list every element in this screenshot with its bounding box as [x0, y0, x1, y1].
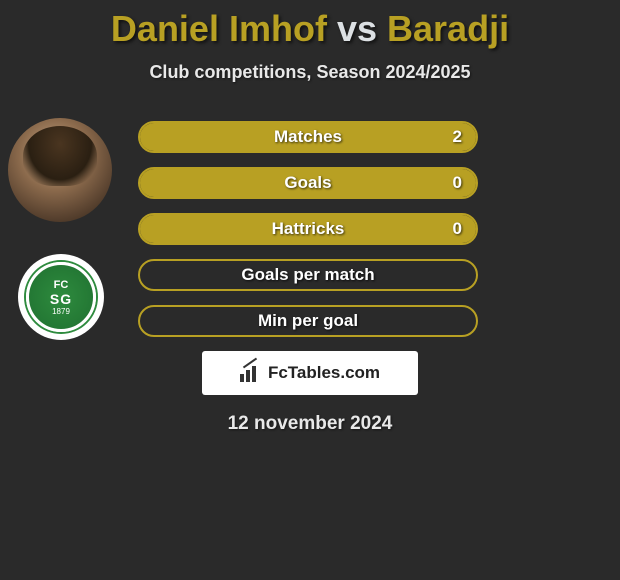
- stat-row: Goals 0: [138, 167, 620, 199]
- content-area: FC SG 1879 Matches2Goals0Hattricks0Goals…: [0, 121, 620, 337]
- stat-bar: Hattricks 0: [138, 213, 478, 245]
- branding-text: FcTables.com: [268, 363, 380, 383]
- stat-bar: Goals per match: [138, 259, 478, 291]
- club-avatar: FC SG 1879: [18, 254, 104, 340]
- stat-bar: Goals 0: [138, 167, 478, 199]
- club-badge-mid: SG: [50, 291, 72, 307]
- player1-name: Daniel Imhof: [111, 8, 327, 49]
- chart-icon: [240, 364, 262, 382]
- stat-bars: Matches 2 Goals 0 Hattricks 0 Goals per match M…: [138, 121, 620, 337]
- player2-name: Baradji: [387, 8, 509, 49]
- stat-row: Hattricks 0: [138, 213, 620, 245]
- club-badge-year: 1879: [52, 307, 70, 316]
- stat-row: Goals per match: [138, 259, 620, 291]
- date-text: 12 november 2024: [0, 413, 620, 435]
- stat-row: Matches 2: [138, 121, 620, 153]
- stat-label: Goals: [284, 173, 331, 193]
- stat-label: Matches: [274, 127, 342, 147]
- comparison-title: Daniel Imhof vs Baradji: [0, 0, 620, 50]
- club-badge-icon: FC SG 1879: [26, 262, 96, 332]
- subtitle: Club competitions, Season 2024/2025: [0, 62, 620, 83]
- branding-box: FcTables.com: [202, 351, 418, 395]
- stat-value: 2: [453, 127, 462, 147]
- stat-value: 0: [453, 219, 462, 239]
- stat-label: Hattricks: [272, 219, 345, 239]
- stat-bar: Matches 2: [138, 121, 478, 153]
- stat-bar: Min per goal: [138, 305, 478, 337]
- club-badge-top: FC: [54, 279, 69, 291]
- stat-label: Goals per match: [241, 265, 374, 285]
- stat-label: Min per goal: [258, 311, 358, 331]
- stat-value: 0: [453, 173, 462, 193]
- vs-text: vs: [337, 8, 377, 49]
- player-avatar: [8, 118, 112, 222]
- stat-row: Min per goal: [138, 305, 620, 337]
